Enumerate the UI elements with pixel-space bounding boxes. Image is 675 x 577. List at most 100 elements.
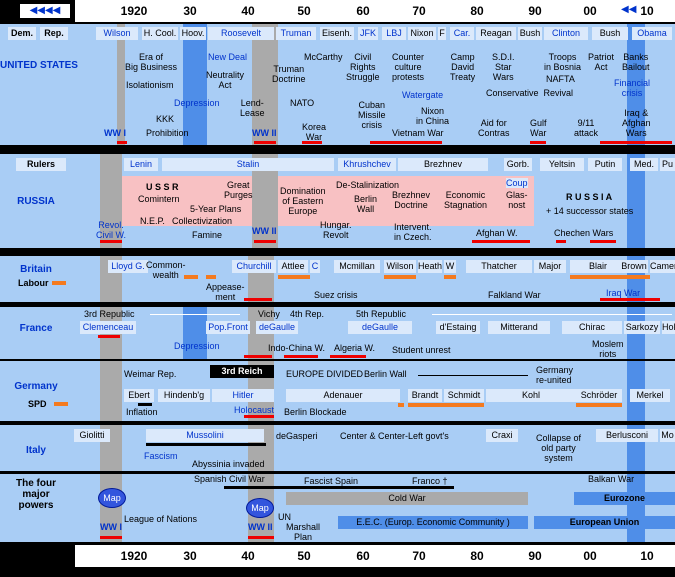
berlin-blockade: Berlin Blockade bbox=[284, 407, 347, 417]
leader-monti: Mo bbox=[660, 429, 675, 442]
era-big-business: Era of Big Business bbox=[125, 52, 178, 72]
party-collapse: Collapse of old party system bbox=[536, 433, 582, 463]
korea-war: Korea War bbox=[302, 122, 327, 142]
party-rep: Rep. bbox=[40, 27, 68, 40]
holocaust: Holocaust bbox=[234, 405, 275, 415]
president-nixon: Nixon bbox=[408, 27, 436, 40]
abyssinia-invaded: Abyssinia invaded bbox=[192, 459, 265, 469]
row-label: Rulers RUSSIA bbox=[0, 154, 72, 248]
iraq-war: Iraq War bbox=[606, 288, 641, 298]
ww2-label: WW II bbox=[248, 522, 273, 532]
italy-row: Italy Giolitti Mussolini deGasperi Cente… bbox=[0, 425, 675, 471]
leader-giolitti: Giolitti bbox=[74, 429, 110, 442]
leader-heath: Heath bbox=[418, 260, 443, 273]
gulf-war: Gulf War bbox=[530, 118, 547, 138]
leader-merkel: Merkel bbox=[630, 389, 670, 402]
powers-row: The four major powers Map Map Spanish Ci… bbox=[0, 474, 675, 542]
president-bush-jr: Bush bbox=[592, 27, 628, 40]
nato: NATO bbox=[290, 98, 315, 108]
leader-hollande: Hol bbox=[662, 321, 675, 334]
third-republic: 3rd Republic bbox=[84, 309, 135, 319]
ww1-label: WW I bbox=[100, 522, 122, 532]
rulers-label: Rulers bbox=[16, 158, 66, 171]
year-label: 1920 bbox=[120, 549, 148, 563]
leader-attlee: Attlee bbox=[278, 260, 308, 273]
fascism: Fascism bbox=[144, 451, 178, 461]
year-label: 90 bbox=[528, 4, 542, 18]
nep: N.E.P. bbox=[140, 216, 165, 226]
coup: Coup bbox=[506, 178, 528, 188]
destalinization: De-Stalinization bbox=[336, 180, 400, 190]
leader-putin: Putin bbox=[588, 158, 622, 171]
vietnam-war: Vietnam War bbox=[392, 128, 444, 138]
russia-row: Rulers RUSSIA Lenin Stalin Khrushchev Br… bbox=[0, 154, 675, 248]
economic-stagnation: Economic Stagnation bbox=[444, 190, 488, 210]
year-label: 80 bbox=[470, 4, 484, 18]
marshall-plan: Marshall Plan bbox=[286, 522, 321, 542]
center-govts: Center & Center-Left govt's bbox=[340, 431, 449, 441]
prohibition: Prohibition bbox=[146, 128, 189, 138]
ww2-label: WW II bbox=[252, 226, 277, 236]
year-label: 30 bbox=[183, 549, 197, 563]
leader-schmidt: Schmidt bbox=[444, 389, 484, 402]
president-carter: Car. bbox=[450, 27, 474, 40]
year-label: 10 bbox=[640, 549, 654, 563]
year-label: 90 bbox=[528, 549, 542, 563]
mccarthy: McCarthy bbox=[304, 52, 343, 62]
leader-cameron: Camer bbox=[650, 260, 675, 273]
leader-gorbachev: Gorb. bbox=[504, 158, 532, 171]
nine-eleven: 9/11 attack bbox=[574, 118, 599, 138]
aid-contras: Aid for Contras bbox=[478, 118, 510, 138]
president-eisenhower: Eisenh. bbox=[320, 27, 354, 40]
iraq-afghan-wars: Iraq & Afghan Wars bbox=[622, 108, 651, 138]
leader-degaulle: deGaulle bbox=[256, 321, 298, 334]
truman-doctrine: Truman Doctrine bbox=[272, 64, 306, 84]
leader-chirac: Chirac bbox=[562, 321, 622, 334]
leader-destaing: d'Estaing bbox=[436, 321, 480, 334]
president-coolidge: H. Cool. bbox=[142, 27, 178, 40]
collectivization: Collectivization bbox=[172, 216, 233, 226]
nixon-china: Nixon in China bbox=[416, 106, 450, 126]
vichy: Vichy bbox=[258, 309, 280, 319]
third-reich: 3rd Reich bbox=[210, 365, 274, 378]
leader-popular-front: Pop.Front bbox=[206, 321, 250, 334]
balkan-war: Balkan War bbox=[588, 474, 635, 484]
intervention-czech: Intervent. in Czech. bbox=[394, 222, 432, 242]
appeasement: Appease- ment bbox=[206, 282, 245, 302]
revolution-civil-war: Revol. Civil W. bbox=[96, 220, 126, 240]
hungary-revolt: Hungar. Revolt bbox=[320, 220, 352, 240]
row-label: Dem. Rep. UNITED STATES bbox=[0, 24, 78, 145]
president-roosevelt: Roosevelt bbox=[208, 27, 274, 40]
depression: Depression bbox=[174, 98, 220, 108]
row-label: France bbox=[0, 307, 72, 359]
domination-eastern-europe: Domination of Eastern Europe bbox=[280, 186, 326, 216]
eurozone: Eurozone bbox=[574, 492, 675, 505]
germany-reunited: Germany re-united bbox=[536, 365, 574, 385]
new-deal: New Deal bbox=[208, 52, 248, 62]
nav-forward-button[interactable]: ◀◀ bbox=[621, 4, 637, 15]
leader-brandt: Brandt bbox=[408, 389, 442, 402]
map-button-ww2[interactable]: Map bbox=[246, 498, 274, 518]
nav-back-button[interactable]: ◀◀◀◀ bbox=[20, 4, 70, 18]
us-row: Dem. Rep. UNITED STATES Wilson H. Cool. … bbox=[0, 24, 675, 145]
glasnost: Glas- nost bbox=[506, 190, 528, 210]
germany-row: Germany SPD Weimar Rep. 3rd Reich EUROPE… bbox=[0, 361, 675, 421]
europe-divided: EUROPE DIVIDED bbox=[286, 369, 364, 379]
row-label: Germany SPD bbox=[0, 361, 72, 421]
powers-label: The four major powers bbox=[16, 478, 56, 511]
leader-stalin: Stalin bbox=[162, 158, 334, 171]
bottom-year-ruler: 1920 30 40 50 60 70 80 90 00 10 bbox=[75, 545, 675, 567]
falkland-war: Falkland War bbox=[488, 290, 541, 300]
weimar-republic: Weimar Rep. bbox=[124, 369, 177, 379]
moslem-riots: Moslem riots bbox=[592, 339, 624, 359]
leader-degasperi: deGasperi bbox=[276, 431, 318, 441]
leader-sarkozy: Sarkozy bbox=[624, 321, 660, 334]
kkk: KKK bbox=[156, 114, 175, 124]
year-label: 00 bbox=[583, 4, 597, 18]
camp-david: Camp David Treaty bbox=[450, 52, 476, 82]
leader-churchill-2: C bbox=[310, 260, 320, 273]
britain-label: Britain bbox=[20, 264, 52, 275]
algeria-war: Algeria W. bbox=[334, 343, 376, 353]
president-clinton: Clinton bbox=[544, 27, 588, 40]
map-button-ww1[interactable]: Map bbox=[98, 488, 126, 508]
